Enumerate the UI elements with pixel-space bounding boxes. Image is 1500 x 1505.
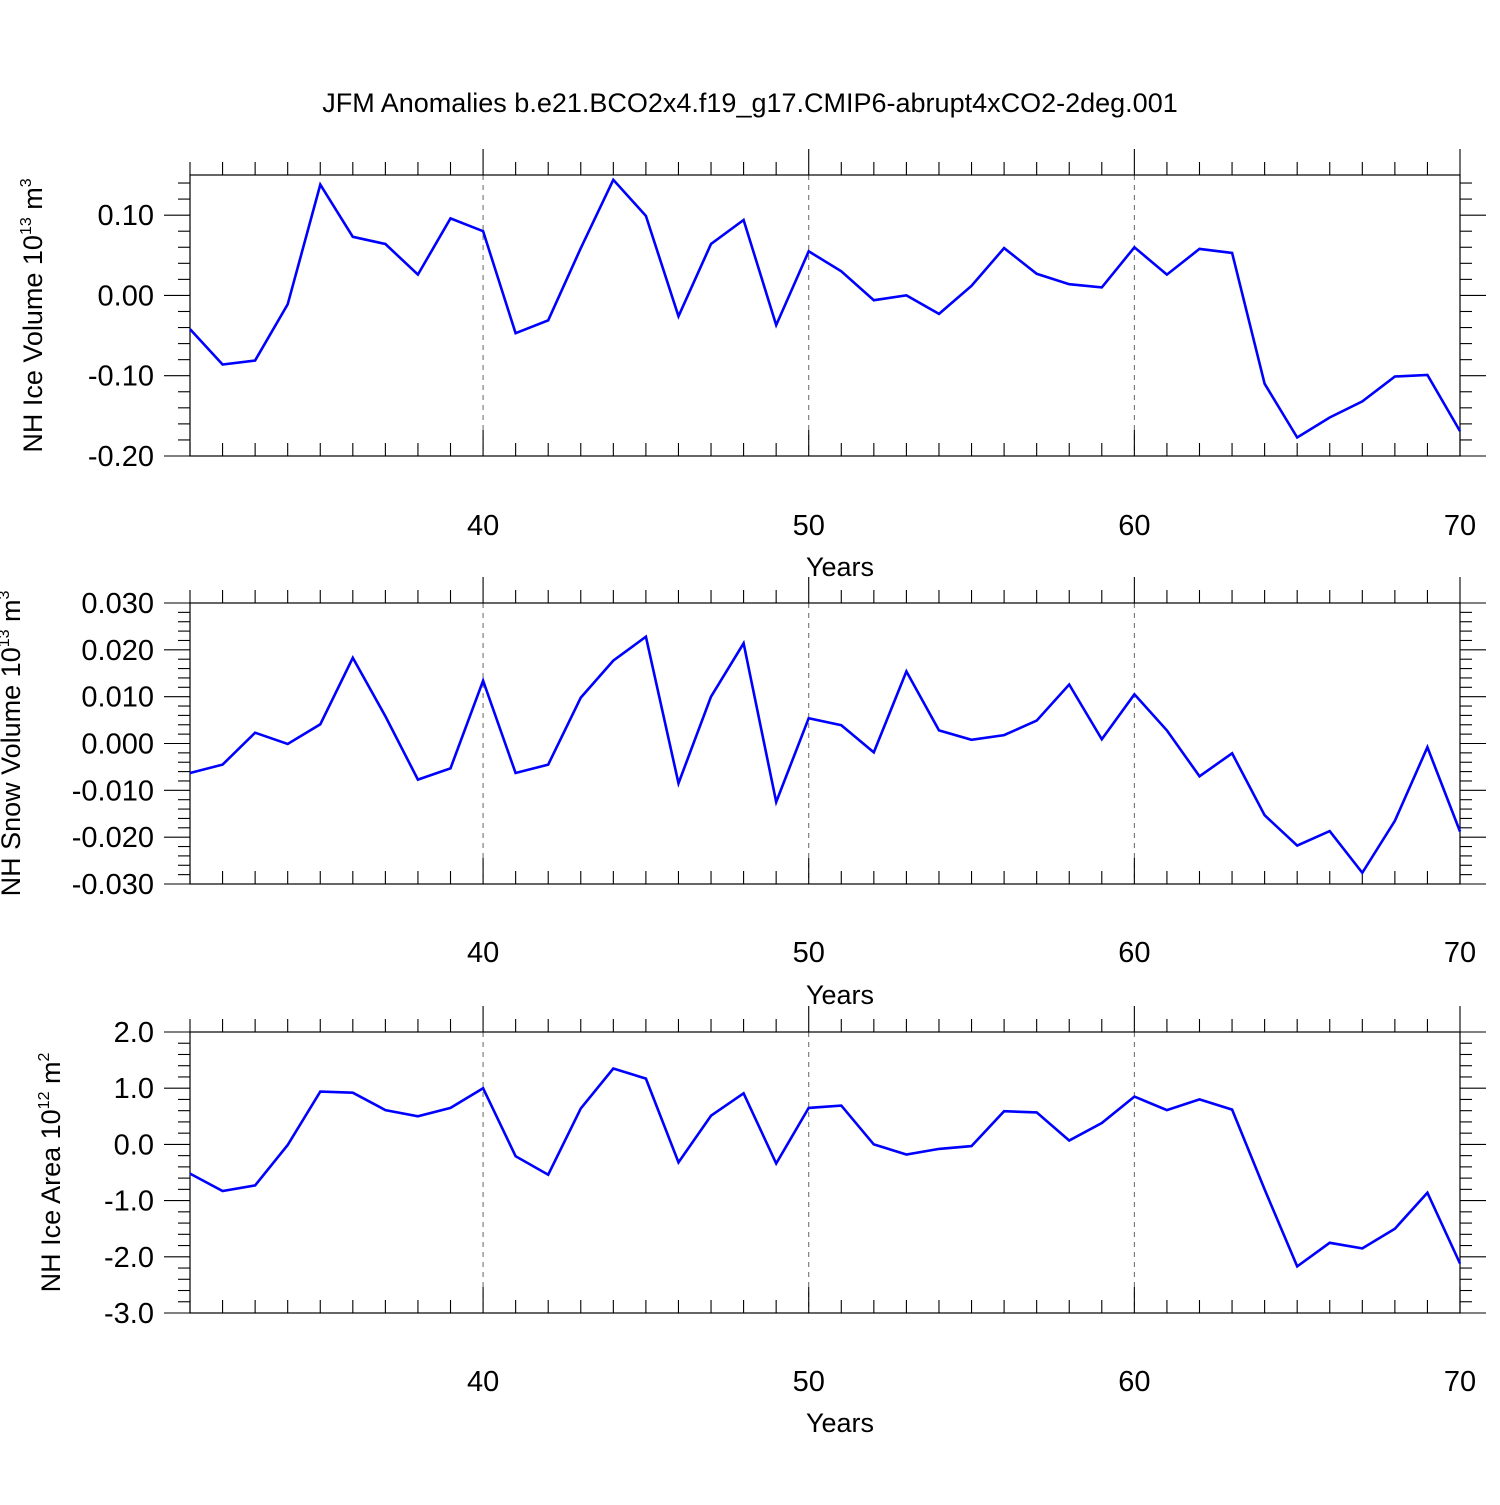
x-tick-label: 60 xyxy=(1118,937,1150,969)
x-tick-label: 70 xyxy=(1444,1366,1476,1398)
x-axis-title: Years xyxy=(806,1408,874,1438)
y-tick-label: 2.0 xyxy=(114,1017,154,1049)
y-axis-title: NH Snow Volume 1013 m3 xyxy=(0,590,26,896)
y-tick-label: 0.000 xyxy=(81,729,154,761)
x-tick-label: 40 xyxy=(467,1366,499,1398)
y-tick-label: 0.010 xyxy=(81,682,154,714)
plot-frame xyxy=(189,602,1461,885)
x-tick-label: 50 xyxy=(793,937,825,969)
y-tick-label: -0.030 xyxy=(72,869,154,901)
y-tick-label: -0.20 xyxy=(88,441,154,473)
x-tick-label: 70 xyxy=(1444,937,1476,969)
x-tick-label: 50 xyxy=(793,510,825,542)
y-tick-label: -0.010 xyxy=(72,775,154,807)
series-line xyxy=(189,177,1462,440)
y-tick-label: -3.0 xyxy=(104,1298,154,1330)
chart-panel-1: -0.20 -0.10 0.00 0.10 40 50 60 70 Years NH Ice Vo… xyxy=(18,149,1486,582)
y-tick-label: -0.10 xyxy=(88,361,154,393)
plot-frame xyxy=(189,174,1461,457)
y-tick-label: -1.0 xyxy=(104,1186,154,1218)
x-tick-label: 40 xyxy=(467,510,499,542)
x-tick-label: 50 xyxy=(793,1366,825,1398)
y-tick-label: 0.020 xyxy=(81,635,154,667)
x-axis-title: Years xyxy=(806,980,874,1010)
y-axis-title: NH Ice Volume 1013 m3 xyxy=(18,178,48,452)
x-tick-label: 70 xyxy=(1444,510,1476,542)
x-tick-label: 40 xyxy=(467,937,499,969)
x-tick-label: 60 xyxy=(1118,1366,1150,1398)
y-tick-label: 0.030 xyxy=(81,588,154,620)
y-tick-label: 0.10 xyxy=(98,200,154,232)
y-tick-label: 1.0 xyxy=(114,1073,154,1105)
x-tick-label: 60 xyxy=(1118,510,1150,542)
y-tick-label: -2.0 xyxy=(104,1242,154,1274)
plot-frame xyxy=(189,1031,1461,1314)
y-tick-label: -0.020 xyxy=(72,822,154,854)
y-axis-title: NH Ice Area 1012 m2 xyxy=(36,1053,66,1293)
y-tick-label: 0.0 xyxy=(114,1129,154,1161)
y-tick-label: 0.00 xyxy=(98,280,154,312)
chart-panel-2: -0.030 -0.020 -0.010 0.000 0.010 0.020 0.030 40… xyxy=(0,577,1486,1010)
chart-panel-3: -3.0 -2.0 -1.0 0.0 1.0 2.0 40 50 60 70 Years NH Ice… xyxy=(36,1006,1486,1438)
chart-title: JFM Anomalies b.e21.BCO2x4.f19_g17.CMIP6… xyxy=(322,88,1177,118)
series-line xyxy=(189,1066,1462,1269)
x-axis-title: Years xyxy=(806,552,874,582)
series-line xyxy=(189,634,1462,876)
